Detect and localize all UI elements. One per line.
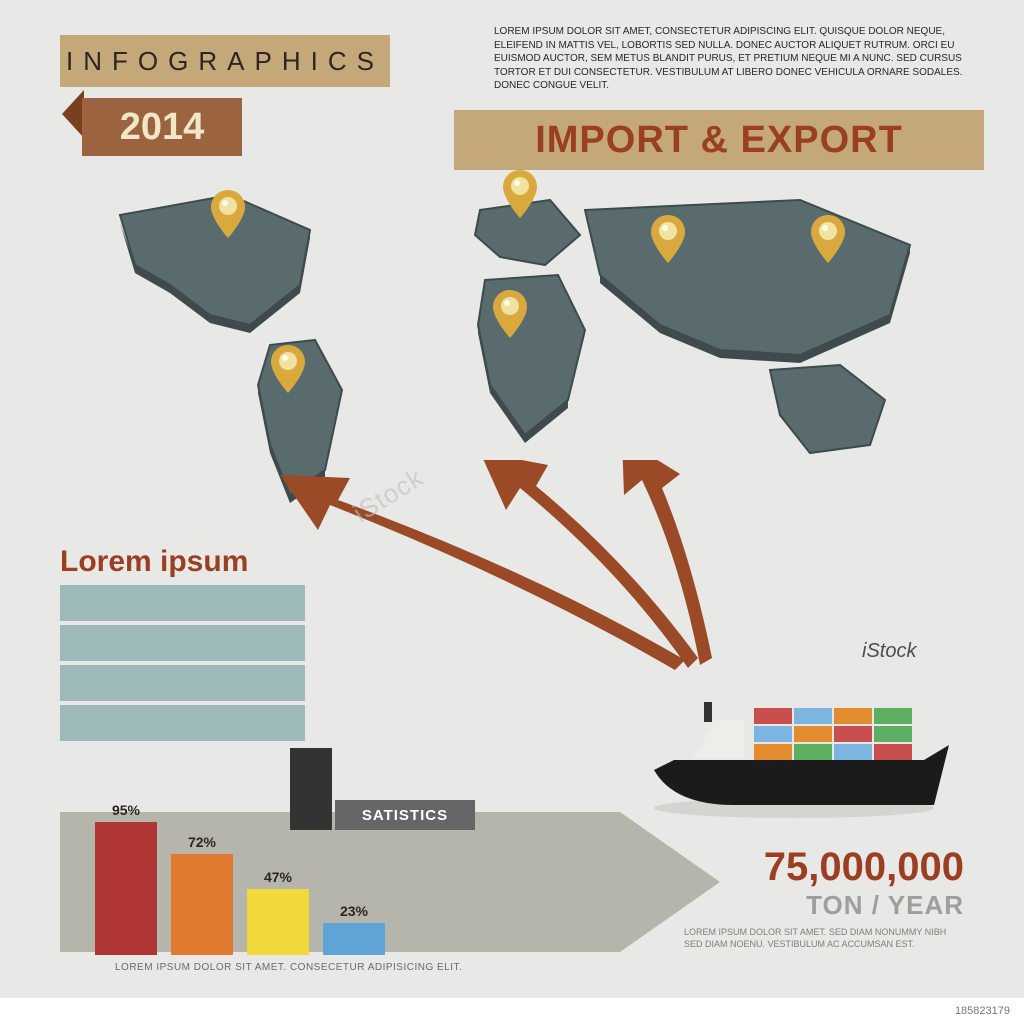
map-pin-icon — [493, 290, 527, 338]
bar-label: 95% — [112, 802, 140, 818]
year-ribbon: 2014 — [82, 98, 242, 156]
bar-chart: 95%72%47%23% — [95, 810, 415, 955]
bar — [95, 822, 157, 955]
title-banner: IMPORT & EXPORT — [454, 110, 984, 170]
bar-group: 95% — [95, 802, 157, 955]
watermark-brand: iStock — [862, 640, 972, 663]
bar — [247, 889, 309, 955]
map-pin-icon — [651, 215, 685, 263]
year-label: 2014 — [82, 98, 242, 156]
map-pin-icon — [503, 170, 537, 218]
map-pin-icon — [271, 345, 305, 393]
world-map — [80, 175, 960, 505]
watermark-id: 185823179 — [955, 1005, 1010, 1017]
bar — [323, 923, 385, 955]
lorem-row — [60, 665, 305, 701]
map-pin-icon — [211, 190, 245, 238]
ribbon-fold-icon — [62, 90, 84, 138]
cargo-ship-icon — [634, 640, 954, 820]
tonnage-paragraph: LOREM IPSUM DOLOR SIT AMET. SED DIAM NON… — [684, 926, 964, 950]
map-pin-icon — [811, 215, 845, 263]
bar-label: 72% — [188, 834, 216, 850]
bar-group: 72% — [171, 834, 233, 955]
bar-group: 47% — [247, 869, 309, 955]
bar — [171, 854, 233, 955]
lorem-row — [60, 625, 305, 661]
lorem-title: Lorem ipsum — [60, 545, 248, 579]
bar-label: 47% — [264, 869, 292, 885]
intro-paragraph: LOREM IPSUM DOLOR SIT AMET, CONSECTETUR … — [494, 25, 984, 93]
watermark-footer: 185823179 — [0, 998, 1024, 1024]
lorem-row — [60, 585, 305, 621]
statistics-caption: LOREM IPSUM DOLOR SIT AMET. CONSECETUR A… — [115, 962, 462, 973]
infographics-banner: INFOGRAPHICS — [60, 35, 390, 87]
lorem-rows — [60, 585, 305, 745]
lorem-row — [60, 705, 305, 741]
tonnage-number: 75,000,000 — [764, 845, 964, 890]
bar-group: 23% — [323, 903, 385, 955]
bar-label: 23% — [340, 903, 368, 919]
tonnage-unit: TON / YEAR — [806, 890, 964, 921]
